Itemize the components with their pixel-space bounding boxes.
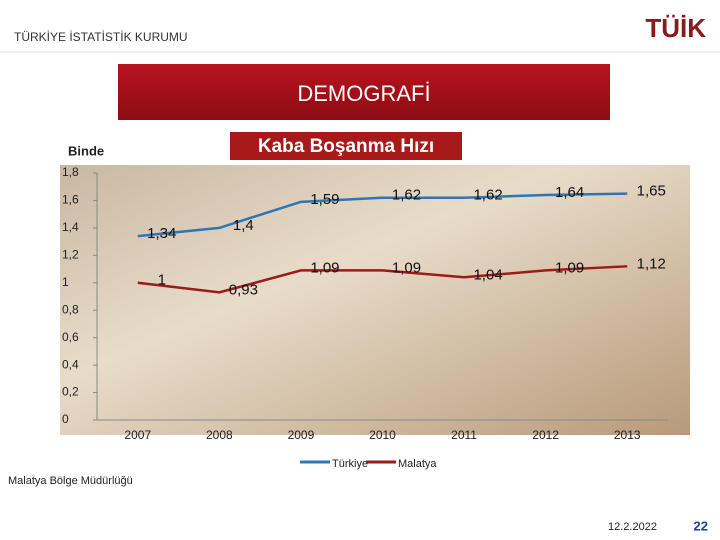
data-label: 1,09 bbox=[392, 259, 421, 276]
data-label: 1,09 bbox=[310, 259, 339, 276]
data-label: 1,64 bbox=[555, 184, 584, 201]
y-tick-label: 1 bbox=[62, 275, 69, 289]
x-tick-label: 2009 bbox=[288, 428, 315, 442]
chart-title: Kaba Boşanma Hızı bbox=[258, 136, 434, 157]
banner: DEMOGRAFİ bbox=[297, 81, 430, 106]
data-label: 1,04 bbox=[473, 266, 502, 283]
y-tick-label: 1,6 bbox=[62, 193, 79, 207]
data-label: 1,62 bbox=[392, 187, 421, 204]
x-tick-label: 2011 bbox=[451, 428, 477, 442]
y-tick-label: 0,6 bbox=[62, 330, 79, 344]
y-tick-label: 1,8 bbox=[62, 165, 79, 179]
x-tick-label: 2012 bbox=[532, 428, 559, 442]
page-number: 22 bbox=[694, 518, 708, 533]
logo: TÜİK bbox=[645, 13, 706, 43]
y-tick-label: 0 bbox=[62, 412, 69, 426]
y-tick-label: 0,8 bbox=[62, 302, 79, 316]
data-label: 1,62 bbox=[473, 187, 502, 204]
data-label: 1 bbox=[158, 272, 166, 289]
x-tick-label: 2007 bbox=[124, 428, 151, 442]
data-label: 1,59 bbox=[310, 191, 339, 208]
data-label: 1,34 bbox=[147, 225, 176, 242]
organization: TÜRKİYE İSTATİSTİK KURUMU bbox=[14, 30, 188, 44]
legend-label: Türkiye bbox=[332, 458, 368, 470]
office: Malatya Bölge Müdürlüğü bbox=[8, 475, 133, 487]
series-line bbox=[137, 265, 628, 294]
photo-bg bbox=[60, 165, 690, 435]
y-tick-label: 1,4 bbox=[62, 220, 79, 234]
legend-label: Malatya bbox=[398, 458, 437, 470]
data-label: 1,12 bbox=[637, 255, 666, 272]
data-label: 1,4 bbox=[233, 217, 254, 234]
data-label: 1,65 bbox=[637, 183, 666, 200]
x-tick-label: 2013 bbox=[614, 428, 641, 442]
data-label: 1,09 bbox=[555, 259, 584, 276]
series-line bbox=[137, 192, 628, 238]
y-tick-label: 1,2 bbox=[62, 248, 79, 262]
x-tick-label: 2008 bbox=[206, 428, 233, 442]
data-label: 0,93 bbox=[229, 281, 258, 298]
title-box bbox=[230, 132, 462, 160]
date: 12.2.2022 bbox=[608, 521, 657, 533]
banner-bg bbox=[118, 64, 610, 120]
y-axis-label: Binde bbox=[68, 143, 104, 158]
y-tick-label: 0,2 bbox=[62, 385, 79, 399]
y-tick-label: 0,4 bbox=[62, 357, 79, 371]
x-tick-label: 2010 bbox=[369, 428, 396, 442]
